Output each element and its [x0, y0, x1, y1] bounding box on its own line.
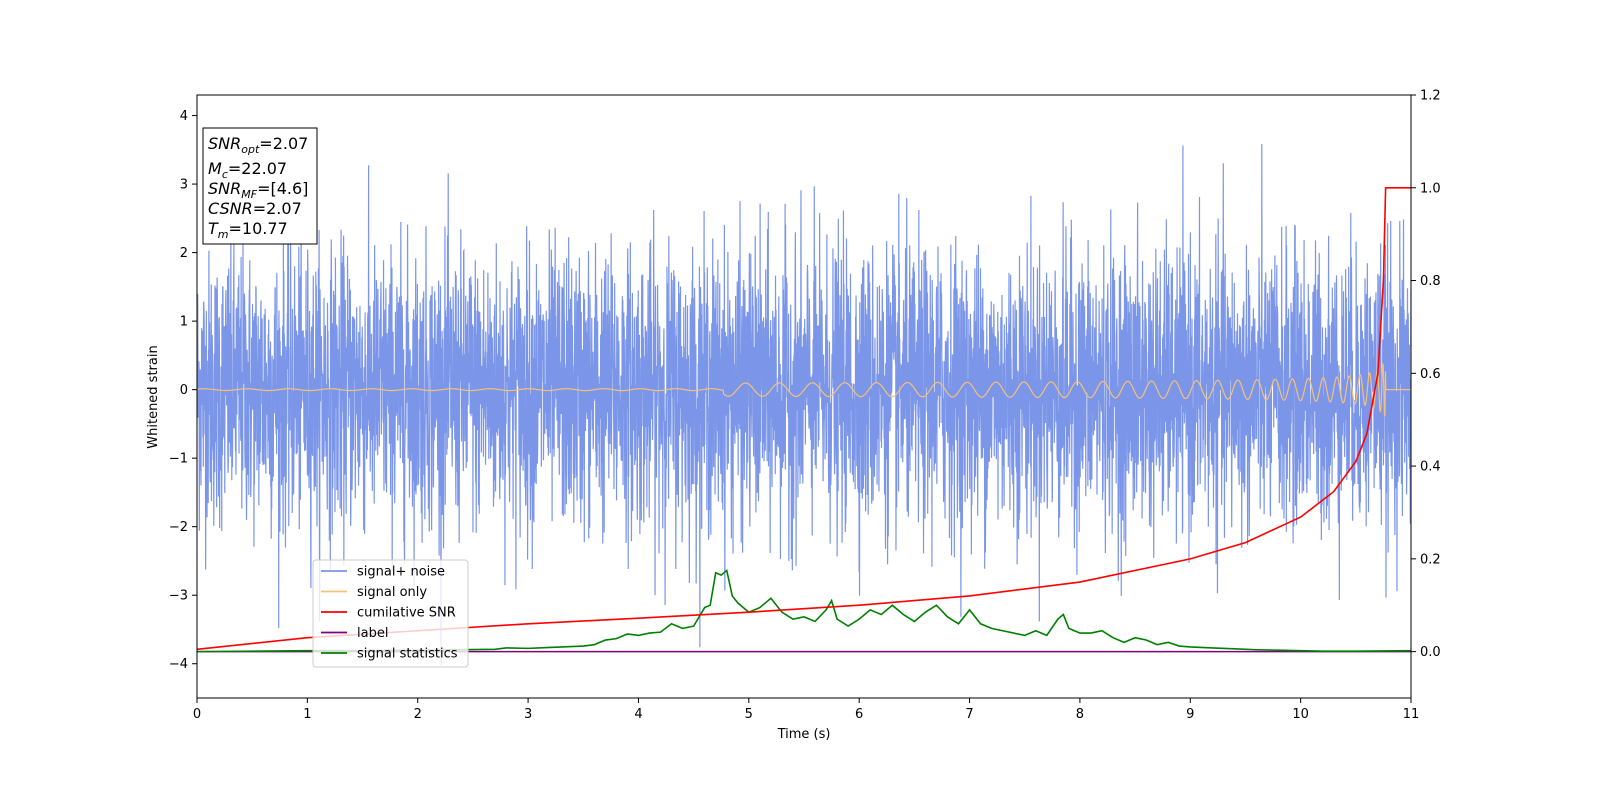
x-tick-label: 6: [855, 707, 863, 722]
y-tick-label: 1: [180, 315, 188, 330]
series-signal-statistics: [197, 568, 1411, 653]
annotation-box: SNRopt=2.07 Mc=22.07 SNRMF=[4.6] CSNR=2.…: [202, 127, 318, 245]
x-tick-label: 10: [1292, 707, 1309, 722]
legend-label: cumilative SNR: [357, 606, 456, 621]
x-axis: 0 1 2 3 4 5 6 7 8 9 10 11: [193, 698, 1419, 722]
legend-label: signal only: [357, 585, 427, 600]
y-tick-label: 2: [180, 246, 188, 261]
annotation-frame: [202, 127, 318, 245]
y-right-tick-label: 1.0: [1420, 181, 1441, 196]
y-tick-label: −3: [169, 589, 188, 604]
y-tick-label: 3: [180, 178, 188, 193]
y-tick-label: 4: [180, 109, 188, 124]
x-tick-label: 11: [1403, 707, 1420, 722]
y-tick-label: −2: [169, 520, 188, 535]
annotation-mc: Mc=22.07: [208, 159, 287, 181]
x-tick-label: 3: [524, 707, 532, 722]
legend-frame: [312, 559, 469, 668]
y-right-tick-label: 0.8: [1420, 274, 1441, 289]
x-tick-label: 2: [414, 707, 422, 722]
y-right-tick-label: 1.2: [1420, 89, 1441, 104]
y-right-tick-label: 0.4: [1420, 460, 1441, 475]
x-tick-label: 0: [193, 707, 201, 722]
series-cumulative-snr: [197, 186, 1411, 651]
annotation-snr-mf: SNRMF=[4.6]: [208, 179, 308, 201]
y-right-tick-label: 0.6: [1420, 367, 1441, 382]
legend-label: label: [357, 626, 388, 641]
annotation-tm: Tm=10.77: [208, 219, 288, 241]
y-right-tick-label: 0.0: [1420, 645, 1441, 660]
legend-items: signal+ noise signal only cumilative SNR la…: [321, 565, 458, 662]
x-tick-label: 5: [745, 707, 753, 722]
annotation-snr-opt: SNRopt=2.07: [208, 134, 308, 156]
y-tick-label: −1: [169, 452, 188, 467]
y-axis-left: −4 −3 −2 −1 0 1 2 3 4: [169, 109, 197, 672]
y-tick-label: 0: [180, 383, 188, 398]
y-right-tick-label: 0.2: [1420, 552, 1441, 567]
plot-frame: [196, 94, 1412, 699]
x-tick-label: 1: [303, 707, 311, 722]
legend-label: signal statistics: [357, 647, 458, 662]
y-axis-right: 0.0 0.2 0.4 0.6 0.8 1.0 1.2: [1411, 89, 1441, 660]
legend-label: signal+ noise: [357, 565, 445, 580]
y-tick-label: −4: [169, 657, 188, 672]
series-signal-only: [197, 361, 1411, 417]
x-tick-label: 9: [1186, 707, 1194, 722]
x-axis-title: Time (s): [777, 727, 831, 742]
x-tick-label: 4: [634, 707, 642, 722]
y-axis-title: Whitened strain: [146, 345, 161, 448]
x-tick-label: 8: [1076, 707, 1084, 722]
series-signal-noise: [197, 144, 1411, 666]
annotation-csnr: CSNR=2.07: [208, 199, 302, 218]
legend: signal+ noise signal only cumilative SNR la…: [312, 559, 469, 668]
x-tick-label: 7: [965, 707, 973, 722]
